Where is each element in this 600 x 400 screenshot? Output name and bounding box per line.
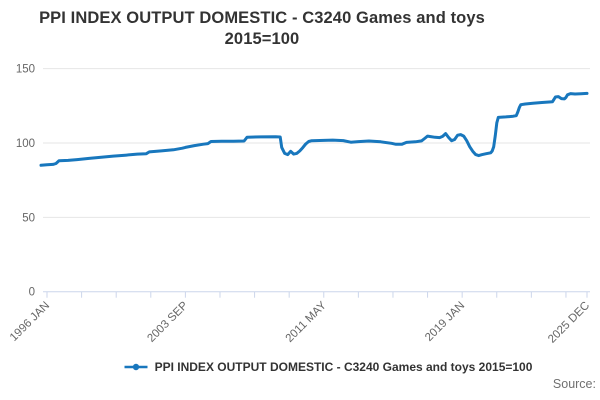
legend-item[interactable]: PPI INDEX OUTPUT DOMESTIC - C3240 Games … [123, 360, 533, 374]
page-title: PPI INDEX OUTPUT DOMESTIC - C3240 Games … [0, 8, 524, 50]
x-tick-label: 2025 DEC [546, 300, 592, 346]
y-tick-label: 100 [16, 138, 35, 150]
chart-canvas: 0 50 100 150 1996 JAN 2003 SEP 2011 MAY 2019 JA… [8, 64, 592, 346]
x-tick-label: 2019 JAN [423, 300, 467, 344]
series-line[interactable] [39, 91, 589, 167]
y-tick-label: 50 [22, 212, 35, 224]
chart-title-line-2: 2015=100 [224, 30, 300, 49]
x-tick-label: 2011 MAY [284, 299, 329, 344]
x-tick-label: 1996 JAN [8, 300, 52, 344]
chart-title-line-1: PPI INDEX OUTPUT DOMESTIC - C3240 Games … [39, 9, 485, 27]
y-tick-label: 150 [16, 64, 35, 76]
source-note: Source: [552, 377, 596, 391]
legend-label: PPI INDEX OUTPUT DOMESTIC - C3240 Games … [154, 360, 533, 374]
y-tick-label: 0 [29, 287, 35, 299]
legend: PPI INDEX OUTPUT DOMESTIC - C3240 Games … [0, 360, 600, 374]
x-tick-label: 2003 SEP [145, 299, 190, 344]
legend-line-marker-icon [124, 363, 148, 371]
